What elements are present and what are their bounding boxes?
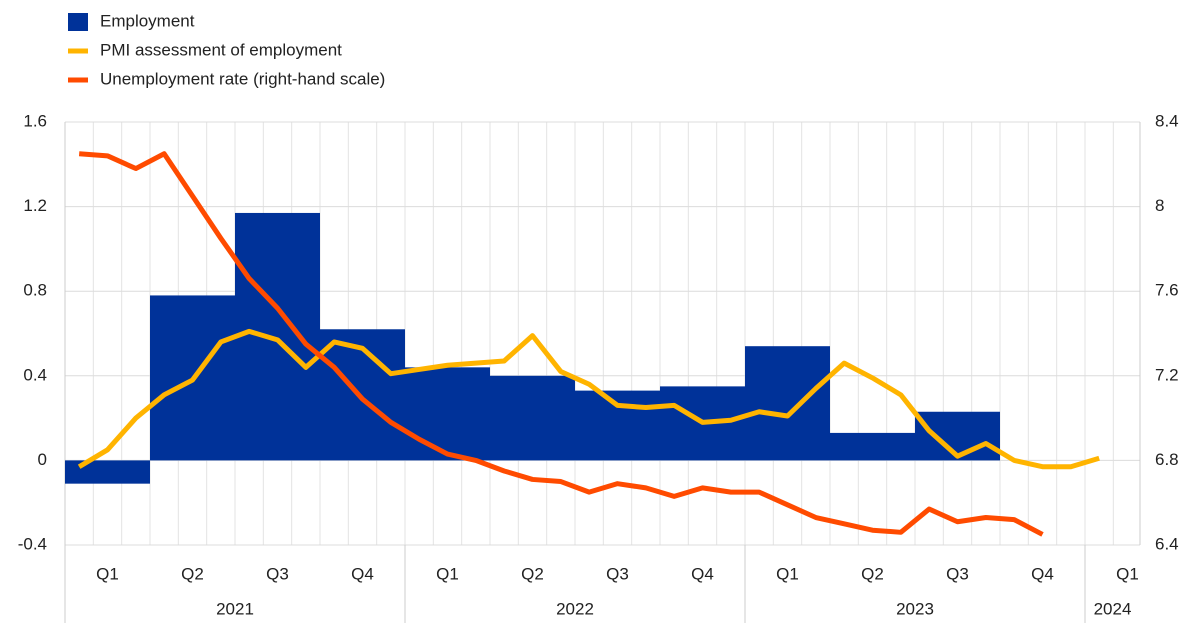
x-tick-label: Q4 [691, 564, 714, 583]
x-tick-label: Q1 [436, 564, 459, 583]
x-tick-label: Q4 [1031, 564, 1054, 583]
x-tick-label: Q1 [1116, 564, 1139, 583]
year-label: 2024 [1094, 599, 1132, 618]
y2-tick-label: 7.2 [1155, 365, 1179, 384]
y2-tick-label: 7.6 [1155, 281, 1179, 300]
legend-swatch [68, 13, 88, 31]
x-tick-label: Q3 [606, 564, 629, 583]
x-tick-label: Q2 [861, 564, 884, 583]
y-tick-label: -0.4 [18, 534, 47, 553]
y-tick-label: 1.2 [23, 196, 47, 215]
y-tick-label: 0.8 [23, 281, 47, 300]
y2-tick-label: 8.4 [1155, 111, 1179, 130]
y2-tick-label: 6.4 [1155, 534, 1179, 553]
bar [830, 432, 915, 461]
line [77, 328, 1100, 470]
bar [490, 375, 575, 461]
x-tick-label: Q4 [351, 564, 374, 583]
legend-label: Employment [100, 11, 195, 30]
legend-label: PMI assessment of employment [100, 40, 342, 59]
y2-tick-label: 8 [1155, 196, 1164, 215]
x-tick-label: Q2 [181, 564, 204, 583]
year-label: 2021 [216, 599, 254, 618]
x-tick-label: Q2 [521, 564, 544, 583]
y2-tick-label: 6.8 [1155, 450, 1179, 469]
year-label: 2022 [556, 599, 594, 618]
y-tick-label: 1.6 [23, 111, 47, 130]
bar [915, 411, 1000, 461]
x-tick-label: Q1 [96, 564, 119, 583]
line [78, 151, 1044, 537]
x-tick-label: Q3 [946, 564, 969, 583]
x-tick-label: Q1 [776, 564, 799, 583]
bar [405, 367, 490, 461]
bar [235, 212, 320, 461]
bar [745, 346, 830, 461]
y-tick-label: 0 [38, 450, 47, 469]
bar [575, 390, 660, 461]
x-tick-label: Q3 [266, 564, 289, 583]
y-tick-label: 0.4 [23, 365, 47, 384]
legend-label: Unemployment rate (right-hand scale) [100, 69, 385, 88]
year-label: 2023 [896, 599, 934, 618]
bar [65, 460, 150, 484]
